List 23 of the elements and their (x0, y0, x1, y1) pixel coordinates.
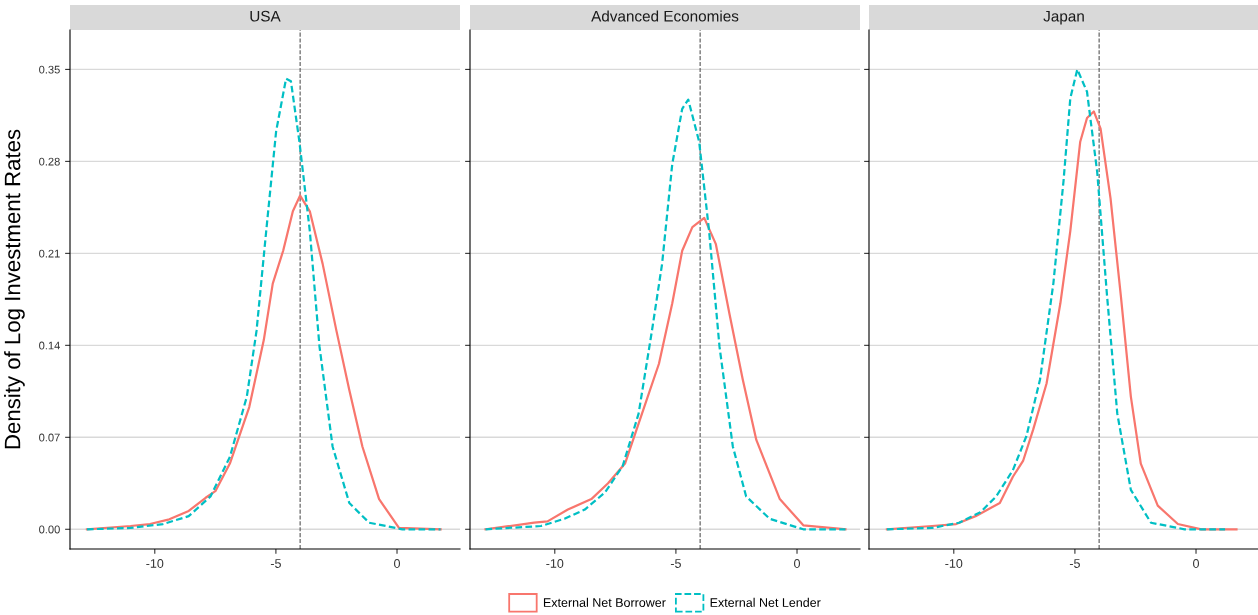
x-tick-label: -10 (146, 559, 164, 568)
y-tick-label: 0.07 (39, 433, 60, 442)
y-axis-title: Density of Log Investment Rates (4, 129, 25, 449)
line-series (85, 194, 442, 531)
line-series (85, 77, 442, 531)
x-tick-label: -5 (670, 559, 681, 568)
x-tick-label: -5 (270, 559, 281, 568)
y-tick-label: 0.00 (39, 525, 60, 534)
chart-title: Advanced Economies (591, 10, 739, 22)
chart-title: Japan (1043, 10, 1084, 25)
x-tick-label: 0 (394, 559, 401, 568)
x-tick-label: -10 (546, 559, 564, 568)
x-tick-label: 0 (794, 559, 801, 568)
x-tick-label: -10 (945, 559, 963, 568)
chart-title: USA (250, 10, 281, 22)
y-tick-label: 0.14 (39, 341, 60, 350)
x-tick-label: -5 (1069, 559, 1080, 568)
x-tick-label: 0 (1193, 559, 1200, 568)
y-tick-label: 0.21 (39, 249, 60, 258)
legend-label: External Net Borrower (543, 597, 666, 607)
y-tick-label: 0.35 (39, 65, 60, 74)
legend-label: External Net Lender (710, 597, 821, 607)
y-tick-label: 0.28 (39, 157, 60, 166)
